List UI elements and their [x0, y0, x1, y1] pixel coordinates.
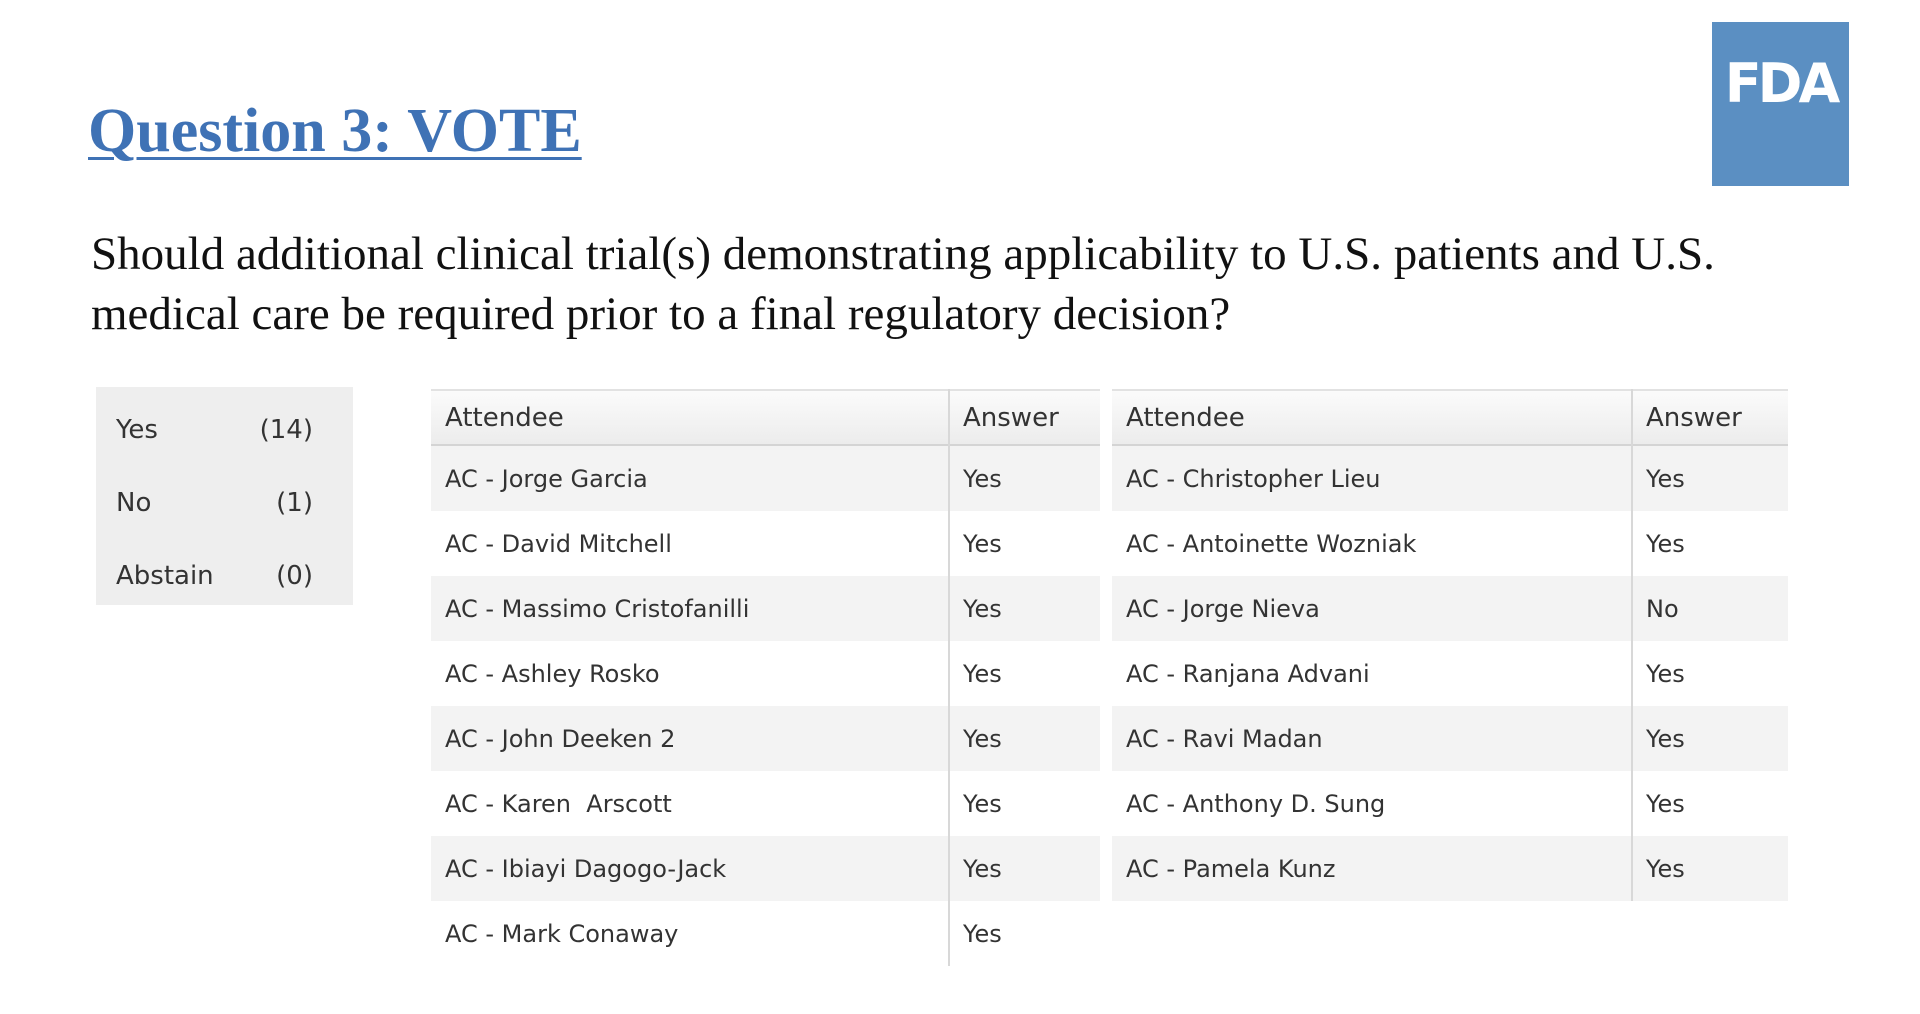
fda-logo: FDA — [1712, 22, 1849, 186]
table-row: AC - Karen Arscott Yes — [431, 771, 1100, 836]
header-cell: Attendee — [1126, 402, 1245, 433]
answer-cell: Yes — [1646, 724, 1685, 753]
attendee-cell: AC - Ashley Rosko — [445, 659, 660, 688]
answer-cell: Yes — [963, 724, 1002, 753]
answer-cell: Yes — [963, 854, 1002, 883]
header-cell: Attendee — [445, 402, 564, 433]
answer-cell: Yes — [1646, 529, 1685, 558]
attendee-cell: AC - Antoinette Wozniak — [1126, 529, 1417, 558]
summary-row: No (1) — [116, 483, 313, 523]
answer-cell: No — [1646, 594, 1679, 623]
attendee-cell: AC - Ravi Madan — [1126, 724, 1323, 753]
vote-table: Attendee Answer AC - Christopher Lieu Yes AC… — [1112, 389, 1788, 901]
answer-cell: Yes — [1646, 789, 1685, 818]
attendee-cell: AC - Anthony D. Sung — [1126, 789, 1386, 818]
table-row: AC - Ibiayi Dagogo-Jack Yes — [431, 836, 1100, 901]
answer-cell: Yes — [963, 464, 1002, 493]
summary-count: (14) — [259, 415, 313, 445]
table-row: AC - Mark Conaway Yes — [431, 901, 1100, 966]
table-header: Attendee Answer — [431, 389, 1100, 446]
attendee-cell: AC - Jorge Nieva — [1126, 594, 1320, 623]
table-row: AC - Christopher Lieu Yes — [1112, 446, 1788, 511]
attendee-cell: AC - Ibiayi Dagogo-Jack — [445, 854, 727, 883]
question-text: Should additional clinical trial(s) demo… — [91, 228, 1715, 340]
summary-count: (1) — [276, 488, 313, 518]
attendee-cell: AC - Pamela Kunz — [1126, 854, 1336, 883]
attendee-cell: AC - Jorge Garcia — [445, 464, 648, 493]
table-row: AC - Ashley Rosko Yes — [431, 641, 1100, 706]
header-cell: Answer — [1646, 402, 1742, 433]
table-row: AC - Pamela Kunz Yes — [1112, 836, 1788, 901]
attendee-cell: AC - Karen Arscott — [445, 789, 672, 818]
table-row: AC - John Deeken 2 Yes — [431, 706, 1100, 771]
summary-count: (0) — [276, 561, 313, 591]
summary-label: Yes — [116, 415, 158, 445]
answer-cell: Yes — [1646, 854, 1685, 883]
summary-label: No — [116, 488, 152, 518]
answer-cell: Yes — [963, 919, 1002, 948]
vote-table: Attendee Answer AC - Jorge Garcia Yes AC - D… — [431, 389, 1100, 966]
vote-summary: Yes (14) No (1) Abstain (0) — [96, 387, 353, 605]
attendee-cell: AC - Massimo Cristofanilli — [445, 594, 750, 623]
attendee-cell: AC - David Mitchell — [445, 529, 672, 558]
answer-cell: Yes — [963, 659, 1002, 688]
summary-row: Abstain (0) — [116, 556, 313, 596]
table-row: AC - Massimo Cristofanilli Yes — [431, 576, 1100, 641]
table-row: AC - Antoinette Wozniak Yes — [1112, 511, 1788, 576]
answer-cell: Yes — [1646, 464, 1685, 493]
table-row: AC - Jorge Garcia Yes — [431, 446, 1100, 511]
summary-row: Yes (14) — [116, 410, 313, 450]
answer-cell: Yes — [963, 594, 1002, 623]
attendee-cell: AC - John Deeken 2 — [445, 724, 676, 753]
table-row: AC - Ranjana Advani Yes — [1112, 641, 1788, 706]
table-row: AC - David Mitchell Yes — [431, 511, 1100, 576]
summary-label: Abstain — [116, 561, 214, 591]
table-row: AC - Anthony D. Sung Yes — [1112, 771, 1788, 836]
table-row: AC - Ravi Madan Yes — [1112, 706, 1788, 771]
attendee-cell: AC - Mark Conaway — [445, 919, 679, 948]
column-divider — [1631, 389, 1633, 901]
table-row: AC - Jorge Nieva No — [1112, 576, 1788, 641]
attendee-cell: AC - Christopher Lieu — [1126, 464, 1381, 493]
answer-cell: Yes — [963, 529, 1002, 558]
table-header: Attendee Answer — [1112, 389, 1788, 446]
slide-title: Question 3: VOTE — [88, 97, 582, 165]
answer-cell: Yes — [963, 789, 1002, 818]
attendee-cell: AC - Ranjana Advani — [1126, 659, 1370, 688]
answer-cell: Yes — [1646, 659, 1685, 688]
header-cell: Answer — [963, 402, 1059, 433]
column-divider — [948, 389, 950, 966]
